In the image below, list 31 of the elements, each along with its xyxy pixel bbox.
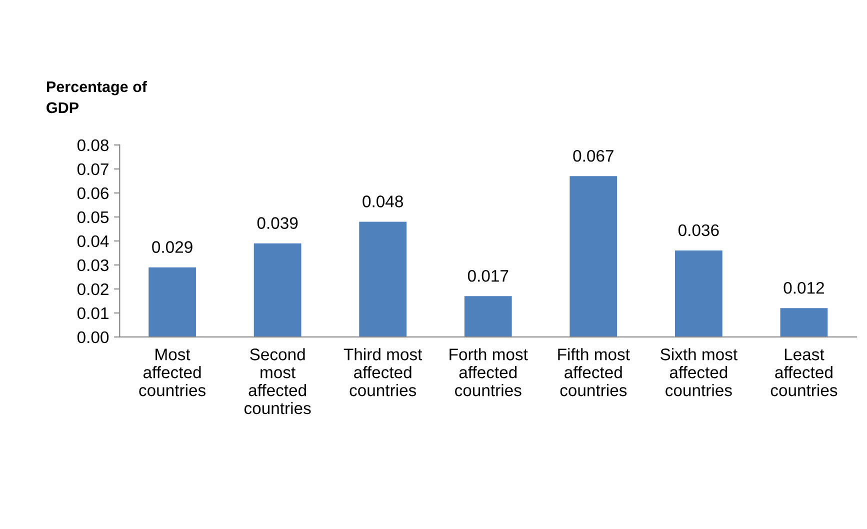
data-label: 0.048: [362, 196, 403, 208]
data-label: 0.017: [468, 270, 508, 282]
y-tick-label: 0.08: [77, 139, 109, 152]
y-axis-title: Percentage of GDP: [46, 80, 148, 114]
bar: [780, 308, 828, 337]
x-tick-label: Sixth most affected countries: [660, 348, 738, 396]
data-label: 0.029: [152, 241, 192, 253]
x-tick-label: Least affected countries: [770, 348, 838, 396]
y-tick-label: 0.06: [77, 187, 108, 200]
y-tick-label: 0.03: [77, 259, 108, 272]
x-tick-label: Forth most affected countries: [450, 348, 528, 396]
x-tick-label: Second most affected countries: [244, 348, 311, 414]
data-label: 0.036: [678, 224, 719, 236]
bar: [359, 222, 407, 337]
bar: [254, 243, 302, 337]
y-tick-label: 0.00: [77, 331, 109, 344]
data-label: 0.012: [784, 282, 824, 294]
y-tick-label: 0.01: [77, 307, 108, 320]
x-tick-label: Fifth most affected countries: [558, 348, 630, 396]
x-tick-label: Third most affected countries: [344, 348, 422, 396]
bar: [674, 250, 722, 337]
y-tick-label: 0.04: [77, 235, 109, 248]
bar: [464, 296, 512, 337]
x-tick-label: Most affected countries: [139, 348, 206, 396]
y-tick-label: 0.07: [77, 163, 108, 176]
data-label: 0.039: [257, 217, 298, 229]
y-tick-label: 0.05: [77, 211, 109, 224]
bar: [570, 176, 618, 337]
data-label: 0.067: [573, 150, 614, 162]
y-tick-label: 0.02: [77, 283, 108, 296]
bar: [148, 267, 196, 337]
